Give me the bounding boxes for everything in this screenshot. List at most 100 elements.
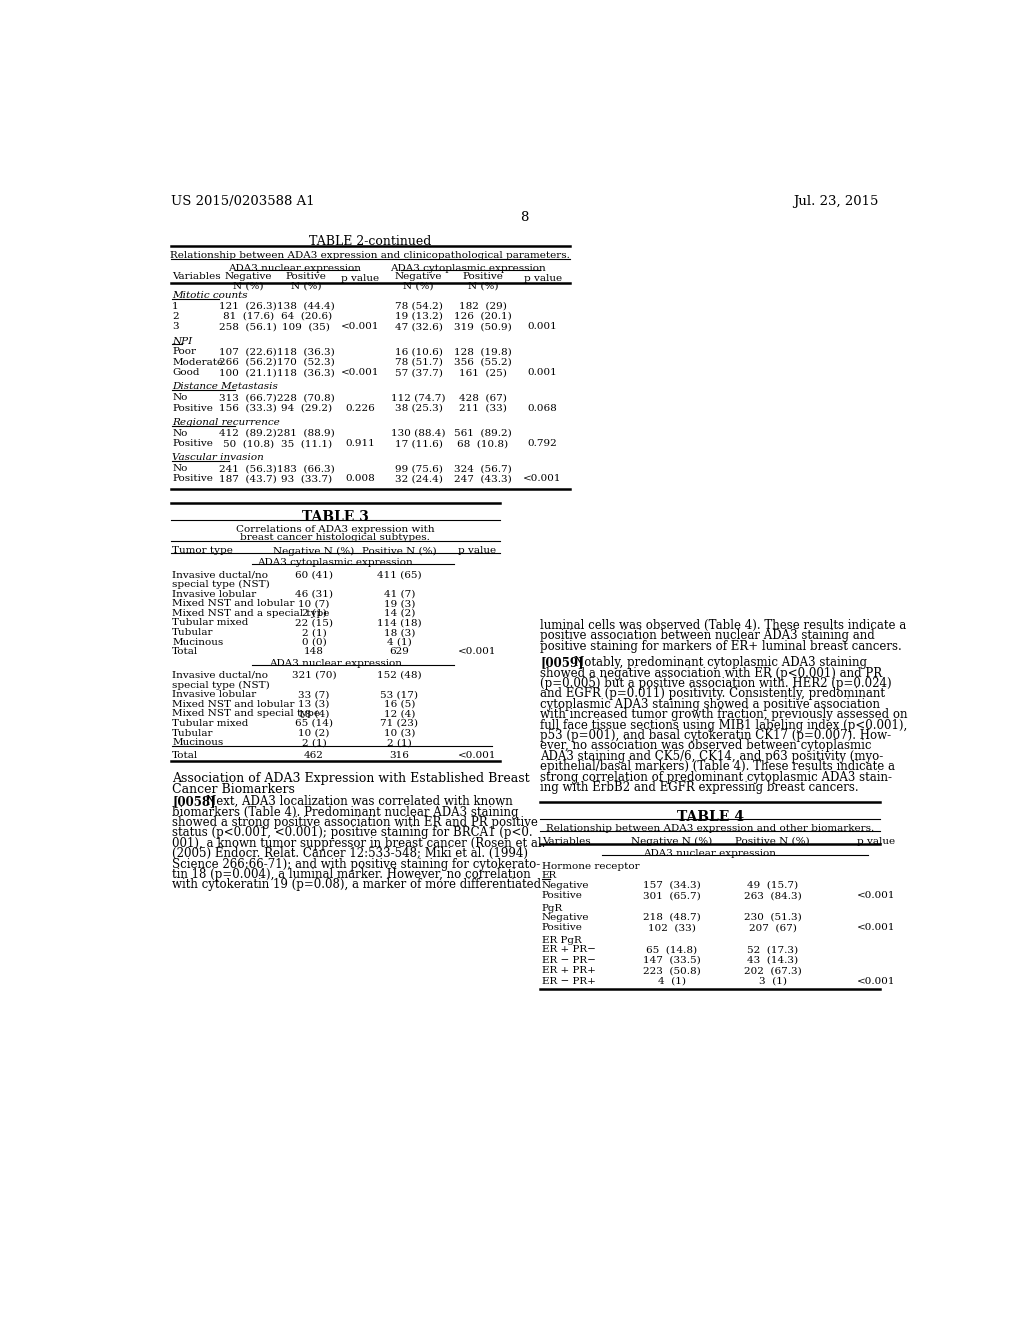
Text: No: No — [172, 429, 187, 438]
Text: Association of ADA3 Expression with Established Breast: Association of ADA3 Expression with Esta… — [172, 772, 529, 785]
Text: luminal cells was observed (Table 4). These results indicate a: luminal cells was observed (Table 4). Th… — [541, 619, 906, 632]
Text: 16 (10.6): 16 (10.6) — [394, 347, 442, 356]
Text: strong correlation of predominant cytoplasmic ADA3 stain-: strong correlation of predominant cytopl… — [541, 771, 892, 784]
Text: Notably, predominant cytoplasmic ADA3 staining: Notably, predominant cytoplasmic ADA3 st… — [574, 656, 867, 669]
Text: Invasive lobular: Invasive lobular — [172, 690, 256, 700]
Text: 202  (67.3): 202 (67.3) — [743, 966, 802, 975]
Text: ER − PR−: ER − PR− — [542, 956, 596, 965]
Text: showed a strong positive association with ER and PR positive: showed a strong positive association wit… — [172, 816, 538, 829]
Text: 266  (56.2): 266 (56.2) — [219, 358, 278, 367]
Text: Negative N (%): Negative N (%) — [632, 837, 713, 846]
Text: 138  (44.4): 138 (44.4) — [278, 302, 335, 310]
Text: ADA3 cytoplasmic expression: ADA3 cytoplasmic expression — [389, 264, 546, 273]
Text: 207  (67): 207 (67) — [749, 924, 797, 932]
Text: 0.792: 0.792 — [527, 440, 557, 447]
Text: No: No — [172, 393, 187, 403]
Text: ADA3 nuclear expression: ADA3 nuclear expression — [269, 659, 401, 668]
Text: biomarkers (Table 4). Predominant nuclear ADA3 staining: biomarkers (Table 4). Predominant nuclea… — [172, 805, 519, 818]
Text: 35  (11.1): 35 (11.1) — [281, 440, 332, 447]
Text: Negative
N (%): Negative N (%) — [224, 272, 272, 290]
Text: 121  (26.3): 121 (26.3) — [219, 302, 278, 310]
Text: 102  (33): 102 (33) — [648, 924, 696, 932]
Text: 128  (19.8): 128 (19.8) — [454, 347, 512, 356]
Text: Vascular invasion: Vascular invasion — [172, 453, 264, 462]
Text: 230  (51.3): 230 (51.3) — [743, 913, 802, 921]
Text: positive association between nuclear ADA3 staining and: positive association between nuclear ADA… — [541, 630, 876, 643]
Text: Mucinous: Mucinous — [172, 738, 223, 747]
Text: 319  (50.9): 319 (50.9) — [454, 322, 512, 331]
Text: 3: 3 — [172, 322, 179, 331]
Text: Correlations of ADA3 expression with: Correlations of ADA3 expression with — [236, 525, 434, 533]
Text: ADA3 nuclear expression: ADA3 nuclear expression — [228, 264, 361, 273]
Text: ADA3 staining and CK5/6, CK14, and p63 positivity (myo-: ADA3 staining and CK5/6, CK14, and p63 p… — [541, 750, 884, 763]
Text: Tubular mixed: Tubular mixed — [172, 719, 249, 727]
Text: 561  (89.2): 561 (89.2) — [454, 429, 512, 438]
Text: 8: 8 — [520, 211, 529, 224]
Text: Total: Total — [172, 751, 199, 760]
Text: 4 (1): 4 (1) — [387, 638, 412, 647]
Text: 18 (4): 18 (4) — [298, 709, 330, 718]
Text: <0.001: <0.001 — [857, 891, 895, 900]
Text: NPI: NPI — [172, 337, 193, 346]
Text: p53 (p=001), and basal cytokeratin CK17 (p=0.007). How-: p53 (p=001), and basal cytokeratin CK17 … — [541, 729, 892, 742]
Text: TABLE 2-continued: TABLE 2-continued — [308, 235, 431, 248]
Text: (2005) Endocr. Relat. Cancer 12:533-548; Miki et al. (1994): (2005) Endocr. Relat. Cancer 12:533-548;… — [172, 847, 528, 861]
Text: Positive
N (%): Positive N (%) — [286, 272, 327, 290]
Text: with increased tumor growth fraction, previously assessed on: with increased tumor growth fraction, pr… — [541, 708, 908, 721]
Text: Mixed NST and lobular: Mixed NST and lobular — [172, 700, 295, 709]
Text: Negative N (%): Negative N (%) — [273, 546, 354, 556]
Text: 247  (43.3): 247 (43.3) — [454, 474, 512, 483]
Text: 241  (56.3): 241 (56.3) — [219, 465, 278, 473]
Text: Invasive ductal/no: Invasive ductal/no — [172, 570, 268, 579]
Text: [0059]: [0059] — [541, 656, 584, 669]
Text: Tubular: Tubular — [172, 729, 214, 738]
Text: 50  (10.8): 50 (10.8) — [222, 440, 273, 447]
Text: 629: 629 — [389, 647, 410, 656]
Text: Tumor type: Tumor type — [172, 546, 233, 556]
Text: Relationship between ADA3 expression and other biomarkers.: Relationship between ADA3 expression and… — [546, 825, 874, 833]
Text: 53 (17): 53 (17) — [380, 690, 418, 700]
Text: 4  (1): 4 (1) — [658, 977, 686, 986]
Text: Variables: Variables — [172, 272, 221, 281]
Text: 17 (11.6): 17 (11.6) — [394, 440, 442, 447]
Text: <0.001: <0.001 — [341, 322, 380, 331]
Text: cytoplasmic ADA3 staining showed a positive association: cytoplasmic ADA3 staining showed a posit… — [541, 698, 881, 710]
Text: 49  (15.7): 49 (15.7) — [748, 880, 799, 890]
Text: Positive N (%): Positive N (%) — [361, 546, 436, 556]
Text: Negative: Negative — [542, 880, 590, 890]
Text: Cancer Biomarkers: Cancer Biomarkers — [172, 783, 295, 796]
Text: 107  (22.6): 107 (22.6) — [219, 347, 278, 356]
Text: Regional recurrence: Regional recurrence — [172, 418, 280, 426]
Text: Distance Metastasis: Distance Metastasis — [172, 383, 279, 392]
Text: 148: 148 — [304, 647, 324, 656]
Text: Next, ADA3 localization was correlated with known: Next, ADA3 localization was correlated w… — [206, 795, 513, 808]
Text: (p=0.005) but a positive association with. HER2 (p=0.024): (p=0.005) but a positive association wit… — [541, 677, 892, 690]
Text: 211  (33): 211 (33) — [459, 404, 507, 413]
Text: with cytokeratin 19 (p=0.08), a marker of more differentiated: with cytokeratin 19 (p=0.08), a marker o… — [172, 878, 542, 891]
Text: 218  (48.7): 218 (48.7) — [643, 913, 700, 921]
Text: p value: p value — [523, 275, 562, 282]
Text: 258  (56.1): 258 (56.1) — [219, 322, 278, 331]
Text: 64  (20.6): 64 (20.6) — [281, 312, 332, 321]
Text: 18 (3): 18 (3) — [384, 628, 415, 638]
Text: 0.001: 0.001 — [527, 368, 557, 378]
Text: Science 266:66-71); and with positive staining for cytokerato-: Science 266:66-71); and with positive st… — [172, 858, 541, 871]
Text: 313  (66.7): 313 (66.7) — [219, 393, 278, 403]
Text: 263  (84.3): 263 (84.3) — [743, 891, 802, 900]
Text: 57 (37.7): 57 (37.7) — [394, 368, 442, 378]
Text: 118  (36.3): 118 (36.3) — [278, 347, 335, 356]
Text: p value: p value — [857, 837, 895, 846]
Text: Positive: Positive — [172, 404, 213, 413]
Text: 118  (36.3): 118 (36.3) — [278, 368, 335, 378]
Text: Mixed NST and lobular: Mixed NST and lobular — [172, 599, 295, 609]
Text: 60 (41): 60 (41) — [295, 570, 333, 579]
Text: p value: p value — [458, 546, 496, 556]
Text: 114 (18): 114 (18) — [377, 619, 422, 627]
Text: 2 (1): 2 (1) — [302, 738, 327, 747]
Text: Relationship between ADA3 expression and clinicopathological parameters.: Relationship between ADA3 expression and… — [170, 251, 569, 260]
Text: 3  (1): 3 (1) — [759, 977, 786, 986]
Text: 52  (17.3): 52 (17.3) — [748, 945, 799, 954]
Text: Moderate: Moderate — [172, 358, 223, 367]
Text: Invasive ductal/no: Invasive ductal/no — [172, 671, 268, 680]
Text: 109  (35): 109 (35) — [283, 322, 330, 331]
